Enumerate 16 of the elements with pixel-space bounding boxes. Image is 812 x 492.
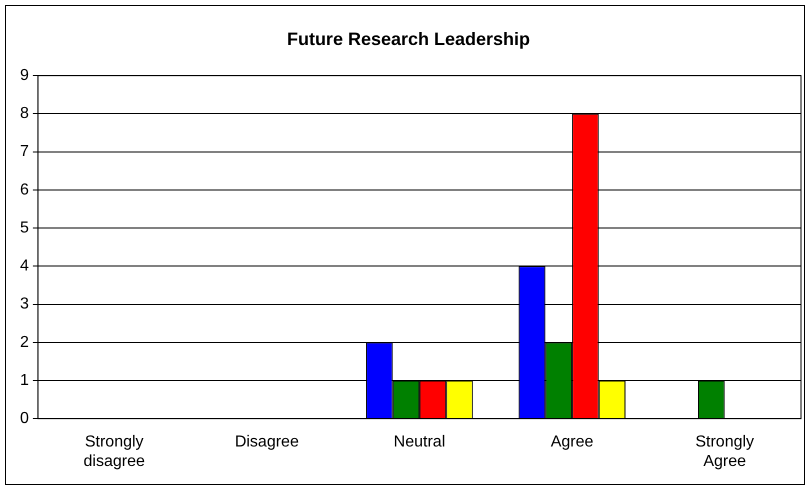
x-tick-label: Agree xyxy=(550,434,594,451)
x-tick-label: Strongly Agree xyxy=(695,434,754,470)
y-tick-label: 3 xyxy=(20,296,29,313)
y-tick-label: 0 xyxy=(20,410,29,428)
y-tick-label: 7 xyxy=(20,143,29,160)
y-tick-label: 4 xyxy=(20,258,29,275)
y-tick-label: 6 xyxy=(20,181,29,198)
y-tick-label: 8 xyxy=(20,105,29,122)
x-tick-label: Disagree xyxy=(234,434,299,451)
x-tick-label: Neutral xyxy=(394,434,446,451)
y-tick-label: 5 xyxy=(20,219,29,236)
y-tick-label: 9 xyxy=(20,67,29,84)
y-tick-label: 1 xyxy=(20,372,29,389)
chart-title: Future Research Leadership xyxy=(286,28,530,49)
x-tick-label: Strongly disagree xyxy=(84,434,145,470)
y-tick-label: 2 xyxy=(20,334,29,351)
